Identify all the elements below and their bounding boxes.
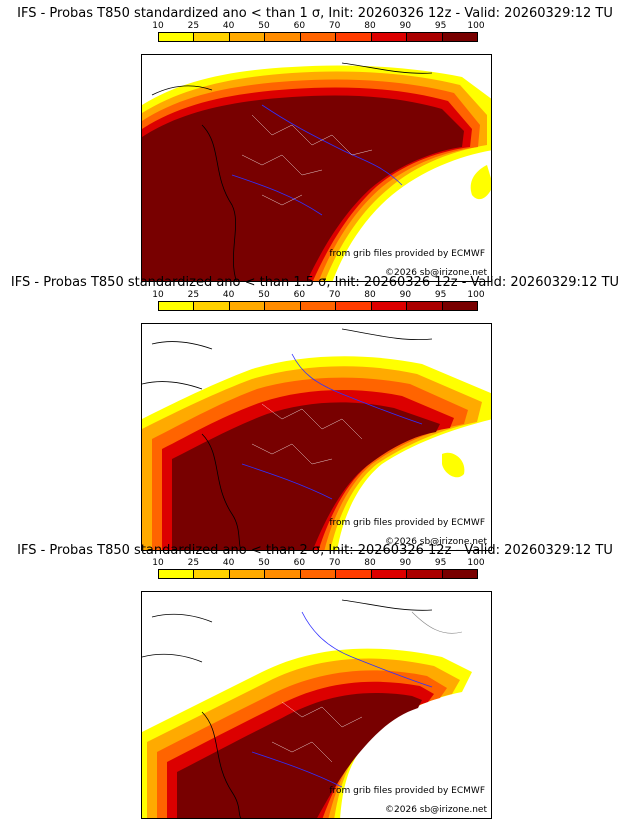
colorbar-tick-label: 50 bbox=[258, 290, 270, 300]
colorbar-labels: 10 25 40 50 60 70 80 90 95 100 bbox=[152, 290, 484, 301]
panel-title: IFS - Probas T850 standardized ano < tha… bbox=[10, 275, 620, 290]
colorbar-tick-label: 95 bbox=[434, 290, 447, 300]
colorbar-segment bbox=[407, 302, 443, 310]
colorbar-segment bbox=[159, 33, 195, 41]
colorbar-segment bbox=[407, 570, 443, 578]
colorbar-tick-label: 80 bbox=[364, 290, 376, 300]
colorbar-segment bbox=[300, 33, 337, 41]
colorbar-segment bbox=[300, 570, 337, 578]
source-credit: from grib files provided by ECMWF bbox=[329, 786, 485, 796]
colorbar-segment bbox=[442, 302, 477, 310]
colorbar-tick-label: 50 bbox=[258, 558, 270, 568]
colorbar-tick-label: 80 bbox=[364, 558, 376, 568]
copyright: ©2026 sb@irizone.net bbox=[385, 537, 487, 547]
colorbar-segment bbox=[229, 570, 266, 578]
colorbar-segment bbox=[194, 570, 230, 578]
colorbar-segment bbox=[229, 302, 266, 310]
colorbar-tick-label: 100 bbox=[467, 290, 485, 300]
colorbar-tick-label: 40 bbox=[222, 290, 235, 300]
colorbar-tick-label: 10 bbox=[152, 290, 164, 300]
colorbar-tick-label: 25 bbox=[187, 21, 200, 31]
copyright: ©2026 sb@irizone.net bbox=[385, 268, 487, 278]
colorbar-labels: 10 25 40 50 60 70 80 90 95 100 bbox=[152, 21, 484, 32]
colorbar-tick-label: 25 bbox=[187, 290, 200, 300]
colorbar-segment bbox=[300, 302, 337, 310]
probability-map: from grib files provided by ECMWF ©2026 … bbox=[141, 54, 492, 282]
panel-title: IFS - Probas T850 standardized ano < tha… bbox=[17, 543, 613, 558]
colorbar-tick-label: 60 bbox=[293, 290, 306, 300]
colorbar-tick-label: 80 bbox=[364, 21, 376, 31]
colorbar-tick-label: 100 bbox=[467, 558, 485, 568]
map-graphic bbox=[142, 55, 491, 281]
colorbar-segment bbox=[159, 570, 195, 578]
colorbar-segment bbox=[442, 570, 477, 578]
colorbar-tick-label: 25 bbox=[187, 558, 200, 568]
colorbar-segment bbox=[194, 302, 230, 310]
colorbar-segment bbox=[265, 570, 301, 578]
colorbar-segment bbox=[265, 33, 301, 41]
probability-map: from grib files provided by ECMWF ©2026 … bbox=[141, 591, 492, 819]
colorbar-segment bbox=[336, 302, 372, 310]
colorbar-segment bbox=[159, 302, 195, 310]
colorbar-tick-label: 10 bbox=[152, 558, 164, 568]
map-panel-2: IFS - Probas T850 standardized ano < tha… bbox=[0, 275, 630, 551]
colorbar-segment bbox=[371, 570, 408, 578]
colorbar-segment bbox=[265, 302, 301, 310]
colorbar-segment bbox=[336, 33, 372, 41]
colorbar-tick-label: 60 bbox=[293, 21, 306, 31]
colorbar bbox=[158, 569, 478, 579]
colorbar bbox=[158, 32, 478, 42]
colorbar-tick-label: 95 bbox=[434, 21, 447, 31]
colorbar-segment bbox=[371, 33, 408, 41]
probability-map: from grib files provided by ECMWF ©2026 … bbox=[141, 323, 492, 551]
colorbar-tick-label: 95 bbox=[434, 558, 447, 568]
colorbar-segment bbox=[442, 33, 477, 41]
colorbar-segment bbox=[229, 33, 266, 41]
colorbar-tick-label: 10 bbox=[152, 21, 164, 31]
map-panel-1: IFS - Probas T850 standardized ano < tha… bbox=[0, 6, 630, 282]
colorbar-tick-label: 60 bbox=[293, 558, 306, 568]
map-graphic bbox=[142, 592, 491, 818]
colorbar bbox=[158, 301, 478, 311]
colorbar-segment bbox=[407, 33, 443, 41]
colorbar-tick-label: 40 bbox=[222, 21, 235, 31]
colorbar-tick-label: 100 bbox=[467, 21, 485, 31]
colorbar-segment bbox=[194, 33, 230, 41]
map-graphic bbox=[142, 324, 491, 550]
copyright: ©2026 sb@irizone.net bbox=[385, 805, 487, 815]
colorbar-tick-label: 40 bbox=[222, 558, 235, 568]
colorbar-labels: 10 25 40 50 60 70 80 90 95 100 bbox=[152, 558, 484, 569]
colorbar-tick-label: 70 bbox=[328, 290, 341, 300]
colorbar-tick-label: 90 bbox=[399, 21, 412, 31]
colorbar-tick-label: 50 bbox=[258, 21, 270, 31]
source-credit: from grib files provided by ECMWF bbox=[329, 249, 485, 259]
source-credit: from grib files provided by ECMWF bbox=[329, 518, 485, 528]
colorbar-tick-label: 90 bbox=[399, 290, 412, 300]
colorbar-tick-label: 70 bbox=[328, 21, 341, 31]
colorbar-tick-label: 70 bbox=[328, 558, 341, 568]
panel-title: IFS - Probas T850 standardized ano < tha… bbox=[17, 6, 613, 21]
map-panel-3: IFS - Probas T850 standardized ano < tha… bbox=[0, 543, 630, 819]
colorbar-segment bbox=[336, 570, 372, 578]
colorbar-tick-label: 90 bbox=[399, 558, 412, 568]
colorbar-segment bbox=[371, 302, 408, 310]
